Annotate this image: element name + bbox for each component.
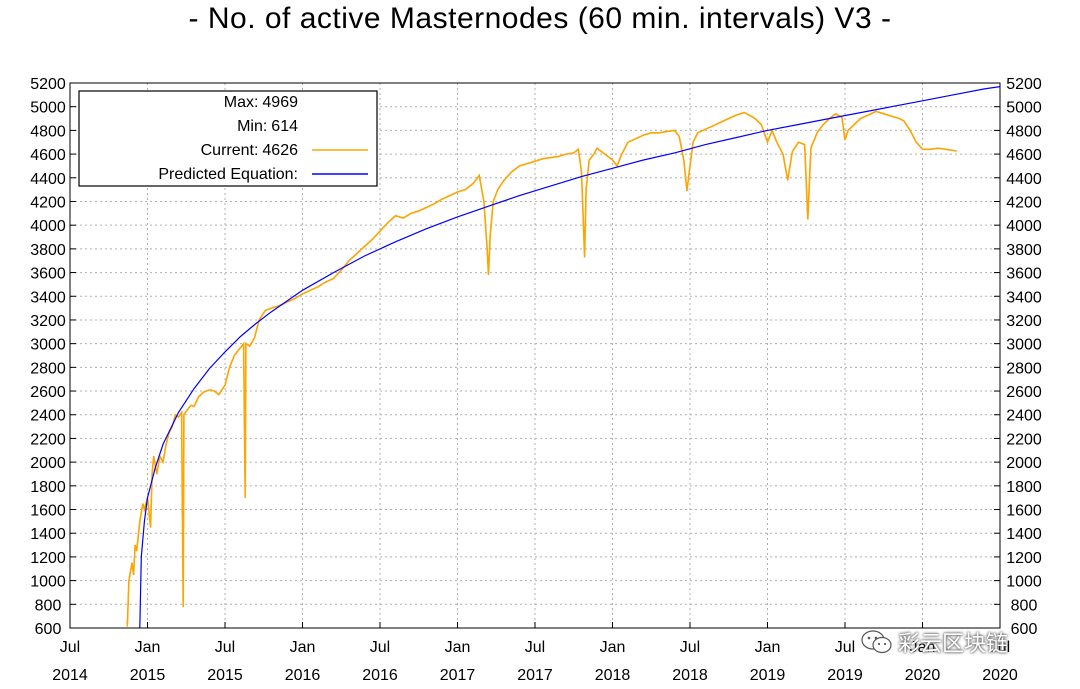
y-tick-label: 1400 bbox=[30, 526, 66, 543]
y-tick-label: 1200 bbox=[30, 550, 66, 567]
x-tick-year: 2019 bbox=[827, 667, 863, 684]
legend-max-text: Max: 4969 bbox=[224, 94, 298, 111]
x-tick-year: 2018 bbox=[672, 667, 708, 684]
x-tick-month: Jul bbox=[835, 639, 855, 656]
y-tick-label: 3400 bbox=[30, 289, 66, 306]
y-tick-label: 800 bbox=[35, 597, 62, 614]
y-tick-label-right: 3000 bbox=[1006, 337, 1042, 354]
y-tick-label-right: 1200 bbox=[1006, 550, 1042, 567]
x-tick-month: Jan bbox=[135, 639, 161, 656]
y-tick-label: 4000 bbox=[30, 218, 66, 235]
x-tick-year: 2016 bbox=[285, 667, 321, 684]
legend-min-label: Min: bbox=[237, 118, 267, 135]
legend-max-value: 4969 bbox=[262, 94, 298, 111]
x-tick-year: 2018 bbox=[595, 667, 631, 684]
watermark-text: 彩云区块链 bbox=[898, 632, 1009, 657]
x-tick-year: 2017 bbox=[517, 667, 553, 684]
y-tick-label: 3000 bbox=[30, 337, 66, 354]
series-predicted-line bbox=[139, 86, 1000, 628]
y-tick-label: 2000 bbox=[30, 455, 66, 472]
y-tick-label: 3800 bbox=[30, 242, 66, 259]
x-tick-month: Jan bbox=[600, 639, 626, 656]
y-tick-label-right: 800 bbox=[1011, 597, 1038, 614]
legend-current-value: 4626 bbox=[262, 142, 298, 159]
legend-current-text: Current: 4626 bbox=[201, 142, 298, 159]
y-tick-label-right: 2200 bbox=[1006, 431, 1042, 448]
x-tick-month: Jan bbox=[755, 639, 781, 656]
y-tick-label-right: 2000 bbox=[1006, 455, 1042, 472]
y-tick-label: 5200 bbox=[30, 76, 66, 93]
y-tick-label-right: 1800 bbox=[1006, 479, 1042, 496]
y-tick-label: 600 bbox=[35, 621, 62, 638]
y-tick-label-right: 1000 bbox=[1006, 574, 1042, 591]
legend-min-text: Min: 614 bbox=[237, 118, 298, 135]
y-tick-label-right: 4200 bbox=[1006, 194, 1042, 211]
y-tick-label: 1800 bbox=[30, 479, 66, 496]
y-tick-label-right: 2400 bbox=[1006, 408, 1042, 425]
y-tick-label: 2400 bbox=[30, 408, 66, 425]
x-tick-year: 2020 bbox=[905, 667, 941, 684]
legend-predicted-text: Predicted Equation: bbox=[158, 166, 298, 183]
y-tick-label-right: 4600 bbox=[1006, 147, 1042, 164]
legend-current-label: Current: bbox=[201, 142, 259, 159]
x-tick-month: Jul bbox=[525, 639, 545, 656]
x-tick-year: 2019 bbox=[750, 667, 786, 684]
y-tick-label-right: 4800 bbox=[1006, 123, 1042, 140]
y-tick-label-right: 2600 bbox=[1006, 384, 1042, 401]
y-tick-label: 4200 bbox=[30, 194, 66, 211]
x-tick-year: 2017 bbox=[440, 667, 476, 684]
x-tick-month: Jan bbox=[445, 639, 471, 656]
x-tick-year: 2020 bbox=[982, 667, 1018, 684]
x-tick-year: 2016 bbox=[362, 667, 398, 684]
y-tick-label-right: 3200 bbox=[1006, 313, 1042, 330]
x-tick-year: 2015 bbox=[207, 667, 243, 684]
y-tick-label-right: 600 bbox=[1011, 621, 1038, 638]
y-tick-label: 2800 bbox=[30, 360, 66, 377]
watermark: 彩云区块链 bbox=[860, 626, 1008, 658]
y-tick-label-right: 5000 bbox=[1006, 100, 1042, 117]
x-tick-month: Jan bbox=[910, 639, 936, 656]
y-tick-label-right: 4000 bbox=[1006, 218, 1042, 235]
series-group bbox=[126, 86, 1000, 628]
y-tick-label: 4400 bbox=[30, 171, 66, 188]
legend-predicted-label: Predicted Equation: bbox=[158, 166, 298, 183]
y-tick-label-right: 3400 bbox=[1006, 289, 1042, 306]
legend-max-label: Max: bbox=[224, 94, 259, 111]
y-tick-label: 1000 bbox=[30, 574, 66, 591]
y-tick-label-right: 1600 bbox=[1006, 503, 1042, 520]
x-tick-month: Jan bbox=[290, 639, 316, 656]
y-tick-label: 2200 bbox=[30, 431, 66, 448]
x-tick-year: 2015 bbox=[130, 667, 166, 684]
y-tick-label: 3200 bbox=[30, 313, 66, 330]
y-tick-label: 2600 bbox=[30, 384, 66, 401]
y-tick-label-right: 3600 bbox=[1006, 266, 1042, 283]
x-tick-month: Jul bbox=[990, 639, 1010, 656]
x-tick-month: Jul bbox=[60, 639, 80, 656]
y-tick-label: 5000 bbox=[30, 100, 66, 117]
y-tick-label-right: 2800 bbox=[1006, 360, 1042, 377]
legend-box bbox=[78, 90, 378, 187]
x-tick-year: 2014 bbox=[52, 667, 88, 684]
y-tick-label-right: 4400 bbox=[1006, 171, 1042, 188]
y-tick-label-right: 3800 bbox=[1006, 242, 1042, 259]
x-tick-month: Jul bbox=[370, 639, 390, 656]
y-tick-label: 4800 bbox=[30, 123, 66, 140]
y-tick-label-right: 5200 bbox=[1006, 76, 1042, 93]
series-current-line bbox=[126, 110, 957, 627]
x-tick-month: Jul bbox=[215, 639, 235, 656]
y-tick-label-right: 1400 bbox=[1006, 526, 1042, 543]
y-tick-label: 4600 bbox=[30, 147, 66, 164]
wechat-icon bbox=[861, 630, 892, 654]
legend-min-value: 614 bbox=[271, 118, 298, 135]
chart-title: - No. of active Masternodes (60 min. int… bbox=[188, 2, 892, 35]
x-tick-month: Jul bbox=[680, 639, 700, 656]
y-tick-label: 1600 bbox=[30, 503, 66, 520]
y-tick-label: 3600 bbox=[30, 266, 66, 283]
